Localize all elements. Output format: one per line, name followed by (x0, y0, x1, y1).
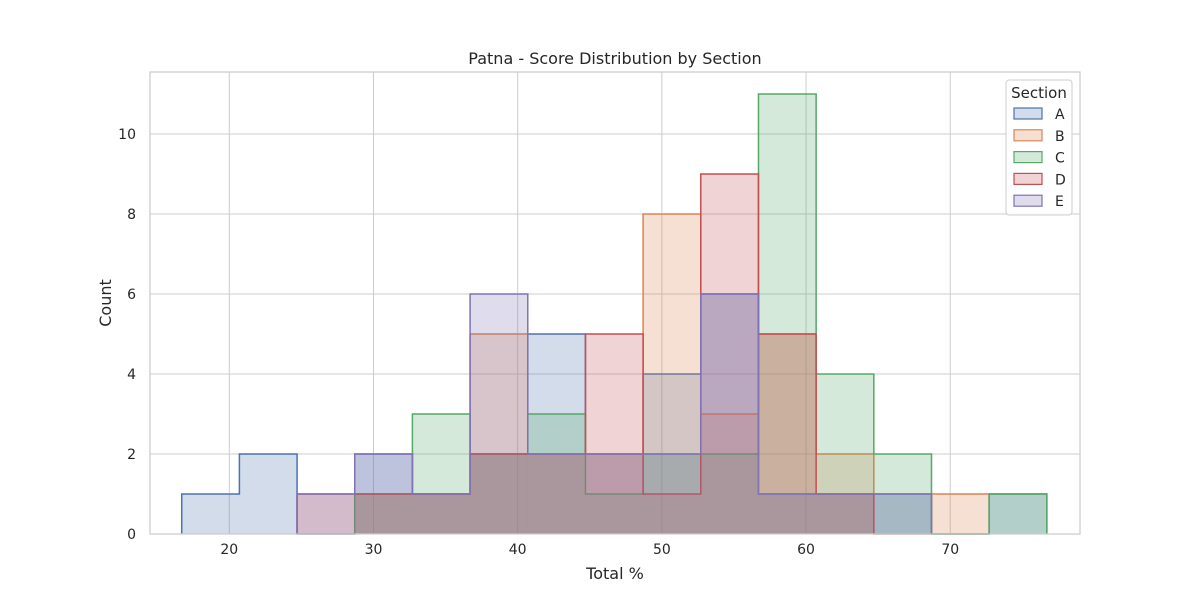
bar-C-11 (816, 374, 874, 534)
x-tick-label: 50 (653, 542, 671, 558)
x-tick-label: 70 (941, 542, 959, 558)
bar-A-1 (239, 454, 298, 534)
bar-A-14 (989, 494, 1047, 534)
y-tick-label: 4 (127, 367, 136, 383)
x-tick-label: 20 (220, 542, 238, 558)
y-tick-label: 6 (127, 287, 136, 303)
bar-C-9 (700, 454, 759, 534)
bar-B-8 (643, 214, 701, 534)
x-tick-label: 60 (797, 542, 815, 558)
bar-C-7 (585, 494, 644, 534)
bar-E-3 (354, 454, 413, 534)
bar-E-5 (470, 294, 528, 534)
bar-C-10 (758, 94, 817, 534)
bar-C-14 (989, 494, 1047, 534)
bar-D-9 (700, 174, 759, 534)
y-tick-label: 10 (118, 127, 136, 143)
bar-A-0 (181, 494, 240, 534)
bar-A-5 (470, 454, 528, 534)
bar-E-2 (297, 494, 355, 534)
legend-label-E: E (1055, 194, 1064, 210)
bar-E-4 (412, 494, 471, 534)
bar-D-4 (412, 494, 471, 534)
bar-D-8 (643, 494, 701, 534)
bar-E-6 (527, 454, 586, 534)
series-B (353, 213, 990, 535)
y-tick-label: 2 (127, 447, 136, 463)
bar-B-3 (354, 494, 413, 534)
bar-D-7 (585, 334, 644, 534)
x-axis-label: Total % (585, 564, 644, 583)
legend-swatch-E (1013, 194, 1043, 207)
bar-B-10 (758, 334, 817, 534)
legend-swatch-A (1013, 107, 1043, 120)
bar-E-9 (700, 294, 759, 534)
bar-A-6 (527, 334, 586, 534)
legend-swatch-B (1013, 129, 1043, 142)
legend-swatch-D (1013, 172, 1043, 185)
bar-A-11 (816, 494, 874, 534)
bar-D-10 (758, 334, 817, 534)
bar-C-4 (412, 414, 471, 534)
legend-label-A: A (1055, 107, 1065, 123)
step-outline-E (296, 293, 933, 534)
series-D (296, 173, 875, 534)
bar-D-11 (816, 494, 874, 534)
bar-B-4 (412, 494, 471, 534)
legend-label-D: D (1055, 172, 1066, 188)
bar-E-8 (643, 454, 701, 534)
bar-C-3 (354, 494, 413, 534)
legend-label-C: C (1055, 151, 1065, 167)
bar-A-12 (873, 494, 932, 534)
bar-C-6 (527, 414, 586, 534)
plot-area: 20 30 40 50 60 70 0 2 4 6 8 10 (118, 71, 1081, 558)
y-tick-label: 8 (127, 207, 136, 223)
chart-title: Patna - Score Distribution by Section (468, 49, 761, 68)
bar-B-6 (527, 454, 586, 534)
bar-D-6 (527, 454, 586, 534)
bar-B-13 (931, 494, 990, 534)
bar-D-5 (470, 454, 528, 534)
legend-label-B: B (1055, 129, 1065, 145)
bar-B-9 (700, 414, 759, 534)
plot-frame (149, 71, 1081, 535)
bar-B-5 (470, 334, 528, 534)
bar-A-4 (412, 494, 471, 534)
x-tick-label: 30 (365, 542, 383, 558)
legend-title: Section (1011, 84, 1067, 102)
series-C (353, 93, 1048, 535)
bar-E-12 (873, 494, 932, 534)
series-E (296, 293, 933, 534)
bar-A-10 (758, 494, 817, 534)
bar-E-10 (758, 494, 817, 534)
x-tick-label: 40 (509, 542, 527, 558)
legend-box (1005, 79, 1073, 216)
bar-E-7 (585, 454, 644, 534)
y-axis-label: Count (96, 279, 115, 327)
y-tick-label: 0 (127, 527, 136, 543)
legend-swatch-C (1013, 151, 1043, 164)
bar-E-11 (816, 494, 874, 534)
bar-C-5 (470, 454, 528, 534)
bar-D-3 (354, 494, 413, 534)
bar-D-2 (297, 494, 355, 534)
